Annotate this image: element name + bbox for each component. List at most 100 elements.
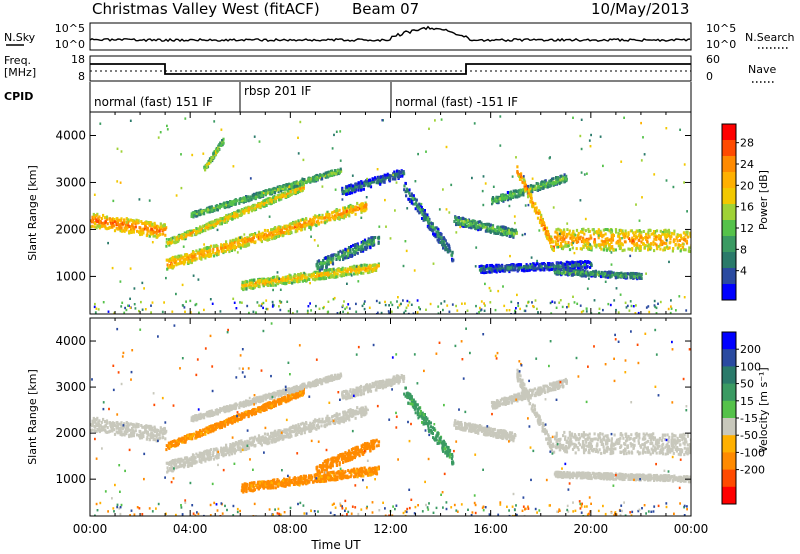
- scatter-cell: [320, 272, 323, 276]
- scatter-cell: [128, 230, 131, 234]
- scatter-cell: [126, 226, 129, 230]
- scatter-cell: [595, 230, 598, 234]
- scatter-cell: [627, 233, 630, 237]
- scatter-cell: [529, 262, 532, 266]
- scatter-cell: [466, 224, 469, 228]
- scatter-cell: [579, 268, 582, 272]
- scatter-cell: [277, 231, 281, 235]
- scatter-cell: [442, 246, 445, 250]
- scatter-cell: [151, 222, 154, 226]
- scatter-cell: [524, 264, 527, 268]
- scatter-cell: [148, 224, 152, 228]
- scatter-cell: [618, 247, 621, 251]
- scatter-cell: [223, 219, 226, 223]
- scatter-cell: [198, 256, 201, 260]
- scatter-cell: [361, 202, 364, 206]
- scatter-cell: [220, 249, 223, 253]
- scatter-cell: [317, 222, 320, 226]
- scatter-cell: [492, 269, 495, 273]
- scatter-cell: [243, 244, 246, 248]
- scatter-cell: [267, 201, 270, 205]
- scatter-cell: [358, 264, 362, 268]
- scatter-cell: [362, 266, 365, 270]
- scatter-cell: [586, 270, 589, 274]
- scatter-cell: [200, 228, 203, 232]
- scatter-cell: [349, 203, 352, 207]
- scatter-cell: [552, 265, 555, 269]
- scatter-cell: [262, 234, 265, 238]
- scatter-cell: [374, 263, 377, 267]
- scatter-cell: [548, 179, 551, 183]
- scatter-cell: [153, 221, 156, 225]
- scatter-cell: [365, 242, 368, 246]
- scatter-cell: [630, 229, 633, 233]
- freq-tick-bottom: 8: [78, 70, 85, 83]
- scatter-cell: [244, 240, 247, 244]
- scatter-cell: [584, 229, 587, 233]
- scatter-cell: [610, 240, 613, 243]
- scatter-cell: [581, 230, 584, 234]
- scatter-cell: [357, 266, 360, 270]
- scatter-cell: [316, 277, 319, 281]
- scatter-cell: [298, 278, 301, 281]
- scatter-cell: [276, 228, 279, 232]
- scatter-cell: [685, 241, 689, 245]
- scatter-cell: [681, 242, 684, 246]
- scatter-cell: [473, 219, 476, 223]
- scatter-cell: [219, 219, 222, 223]
- scatter-cell: [191, 230, 194, 234]
- scatter-cell: [426, 213, 429, 217]
- scatter-cell: [658, 234, 661, 238]
- scatter-cell: [248, 283, 251, 287]
- scatter-cell: [280, 194, 283, 198]
- scatter-cell: [451, 250, 454, 254]
- scatter-cell: [639, 235, 643, 239]
- scatter-cell: [131, 226, 134, 230]
- scatter-cell: [234, 200, 237, 204]
- scatter-cell: [671, 249, 674, 253]
- scatter-cell: [532, 266, 535, 270]
- scatter-cell: [363, 238, 367, 242]
- scatter-cell: [480, 264, 483, 268]
- scatter-cell: [539, 186, 542, 190]
- scatter-cell: [467, 220, 471, 224]
- scatter-cell: [243, 280, 246, 284]
- scatter-cell: [539, 215, 542, 219]
- scatter-cell: [536, 188, 539, 192]
- scatter-cell: [125, 228, 128, 232]
- scatter-cell: [219, 202, 222, 206]
- scatter-cell: [331, 256, 334, 260]
- scatter-cell: [606, 275, 609, 279]
- scatter-cell: [403, 188, 406, 192]
- scatter-cell: [523, 181, 526, 184]
- scatter-cell: [547, 263, 550, 266]
- scatter-cell: [144, 222, 147, 226]
- scatter-cell: [123, 226, 126, 230]
- scatter-cell: [152, 225, 155, 229]
- scatter-cell: [351, 184, 354, 188]
- scatter-cell: [264, 192, 267, 196]
- scatter-cell: [541, 180, 544, 184]
- scatter-cell: [415, 201, 418, 205]
- scatter-cell: [158, 229, 161, 233]
- scatter-cell: [296, 191, 299, 194]
- scatter-cell: [285, 275, 288, 279]
- scatter-cell: [323, 261, 326, 265]
- scatter-cell: [338, 171, 341, 175]
- scatter-cell: [358, 246, 361, 249]
- scatter-cell: [492, 199, 495, 203]
- scatter-cell: [321, 213, 324, 217]
- scatter-cell: [572, 261, 575, 265]
- scatter-cell: [587, 241, 590, 245]
- scatter-cell: [250, 286, 253, 290]
- scatter-cell: [351, 205, 354, 209]
- scatter-cell: [514, 195, 517, 199]
- scatter-cell: [462, 224, 465, 228]
- scatter-cell: [313, 220, 316, 223]
- scatter-cell: [518, 194, 521, 198]
- scatter-cell: [340, 274, 343, 278]
- scatter-cell: [311, 222, 314, 226]
- scatter-cell: [208, 162, 211, 165]
- scatter-cell: [680, 237, 683, 241]
- scatter-cell: [496, 232, 499, 235]
